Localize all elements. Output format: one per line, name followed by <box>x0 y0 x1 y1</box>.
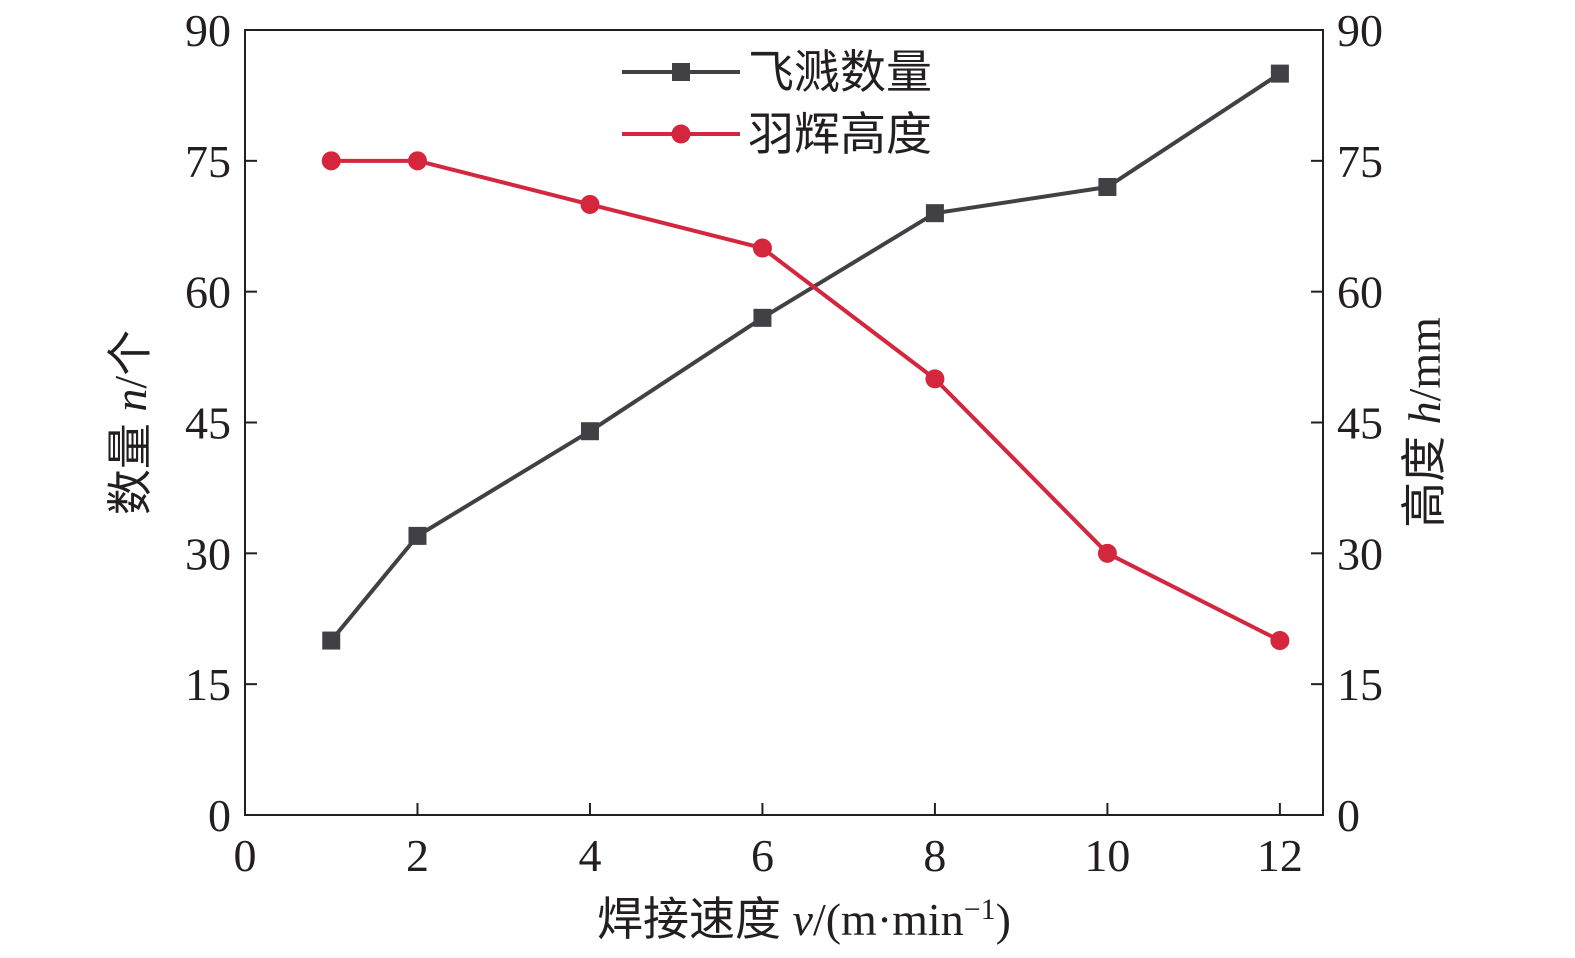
data-point-circle <box>925 369 945 389</box>
data-point-square <box>925 204 944 223</box>
y-axis-left-label-main: 数量 <box>105 412 156 516</box>
legend-label: 飞溅数量 <box>748 47 932 98</box>
y-axis-left-label-var: n <box>105 389 156 412</box>
y-axis-right-label-var: h <box>1399 401 1450 424</box>
data-point-square <box>580 422 599 441</box>
y-right-tick-label: 15 <box>1337 659 1383 710</box>
x-axis-label-unit: /(m·min <box>813 894 964 945</box>
y-axis-left-label-unit: /个 <box>105 330 156 389</box>
y-left-tick-label: 90 <box>185 5 231 56</box>
y-left-tick-label: 75 <box>185 136 231 187</box>
x-tick-label: 4 <box>578 830 601 881</box>
y-axis-left-label: 数量 n/个 <box>105 330 156 515</box>
y-right-tick-label: 30 <box>1337 528 1383 579</box>
x-axis-label-main: 焊接速度 <box>597 894 793 945</box>
x-axis-label-var: v <box>793 894 814 945</box>
y-axis-right-label-main: 高度 <box>1399 424 1450 528</box>
data-point-circle <box>407 151 427 171</box>
y-left-tick-label: 60 <box>185 267 231 318</box>
x-tick-label: 0 <box>234 830 257 881</box>
series-line-circle <box>331 158 1281 643</box>
data-point-square <box>1270 64 1289 83</box>
y-right-tick-label: 60 <box>1337 267 1383 318</box>
data-point-circle <box>580 194 600 214</box>
y-right-tick-label: 90 <box>1337 5 1383 56</box>
data-point-square <box>753 308 772 327</box>
y-left-tick-label: 15 <box>185 659 231 710</box>
y-left-tick-label: 30 <box>185 528 231 579</box>
x-tick-label: 8 <box>923 830 946 881</box>
y-left-tick-label: 45 <box>185 398 231 449</box>
x-tick-label: 2 <box>406 830 429 881</box>
y-left-tick-label: 0 <box>208 790 231 841</box>
data-point-square <box>322 631 341 650</box>
legend-item: 羽辉高度 <box>622 109 932 160</box>
x-axis-label-sup: −1 <box>964 893 996 926</box>
y-right-tick-label: 75 <box>1337 136 1383 187</box>
legend-marker-square <box>672 63 690 81</box>
x-axis-label: 焊接速度 v/(m·min−1) <box>597 893 1011 946</box>
data-point-circle <box>321 151 341 171</box>
data-point-square <box>1098 178 1117 196</box>
y-axis-right-label: 高度 h/mm <box>1399 317 1450 528</box>
data-point-square <box>408 526 427 545</box>
x-axis-label-close: ) <box>996 894 1011 945</box>
legend-label: 羽辉高度 <box>748 109 932 160</box>
y-right-tick-label: 0 <box>1337 790 1360 841</box>
data-point-circle <box>752 238 772 258</box>
x-tick-label: 10 <box>1084 830 1130 881</box>
legend-marker-circle <box>671 124 691 144</box>
markers <box>321 64 1290 651</box>
legend-item: 飞溅数量 <box>622 47 932 98</box>
data-point-circle <box>1097 543 1117 563</box>
data-point-circle <box>1270 631 1290 651</box>
y-right-tick-label: 45 <box>1337 398 1383 449</box>
x-tick-label: 6 <box>751 830 774 881</box>
x-tick-label: 12 <box>1257 830 1303 881</box>
ticks: 0 2 4 6 8 10 12 0 15 30 45 60 75 90 0 15 30 45 60 75 90 <box>185 5 1383 881</box>
y-axis-right-label-unit: /mm <box>1399 317 1450 402</box>
